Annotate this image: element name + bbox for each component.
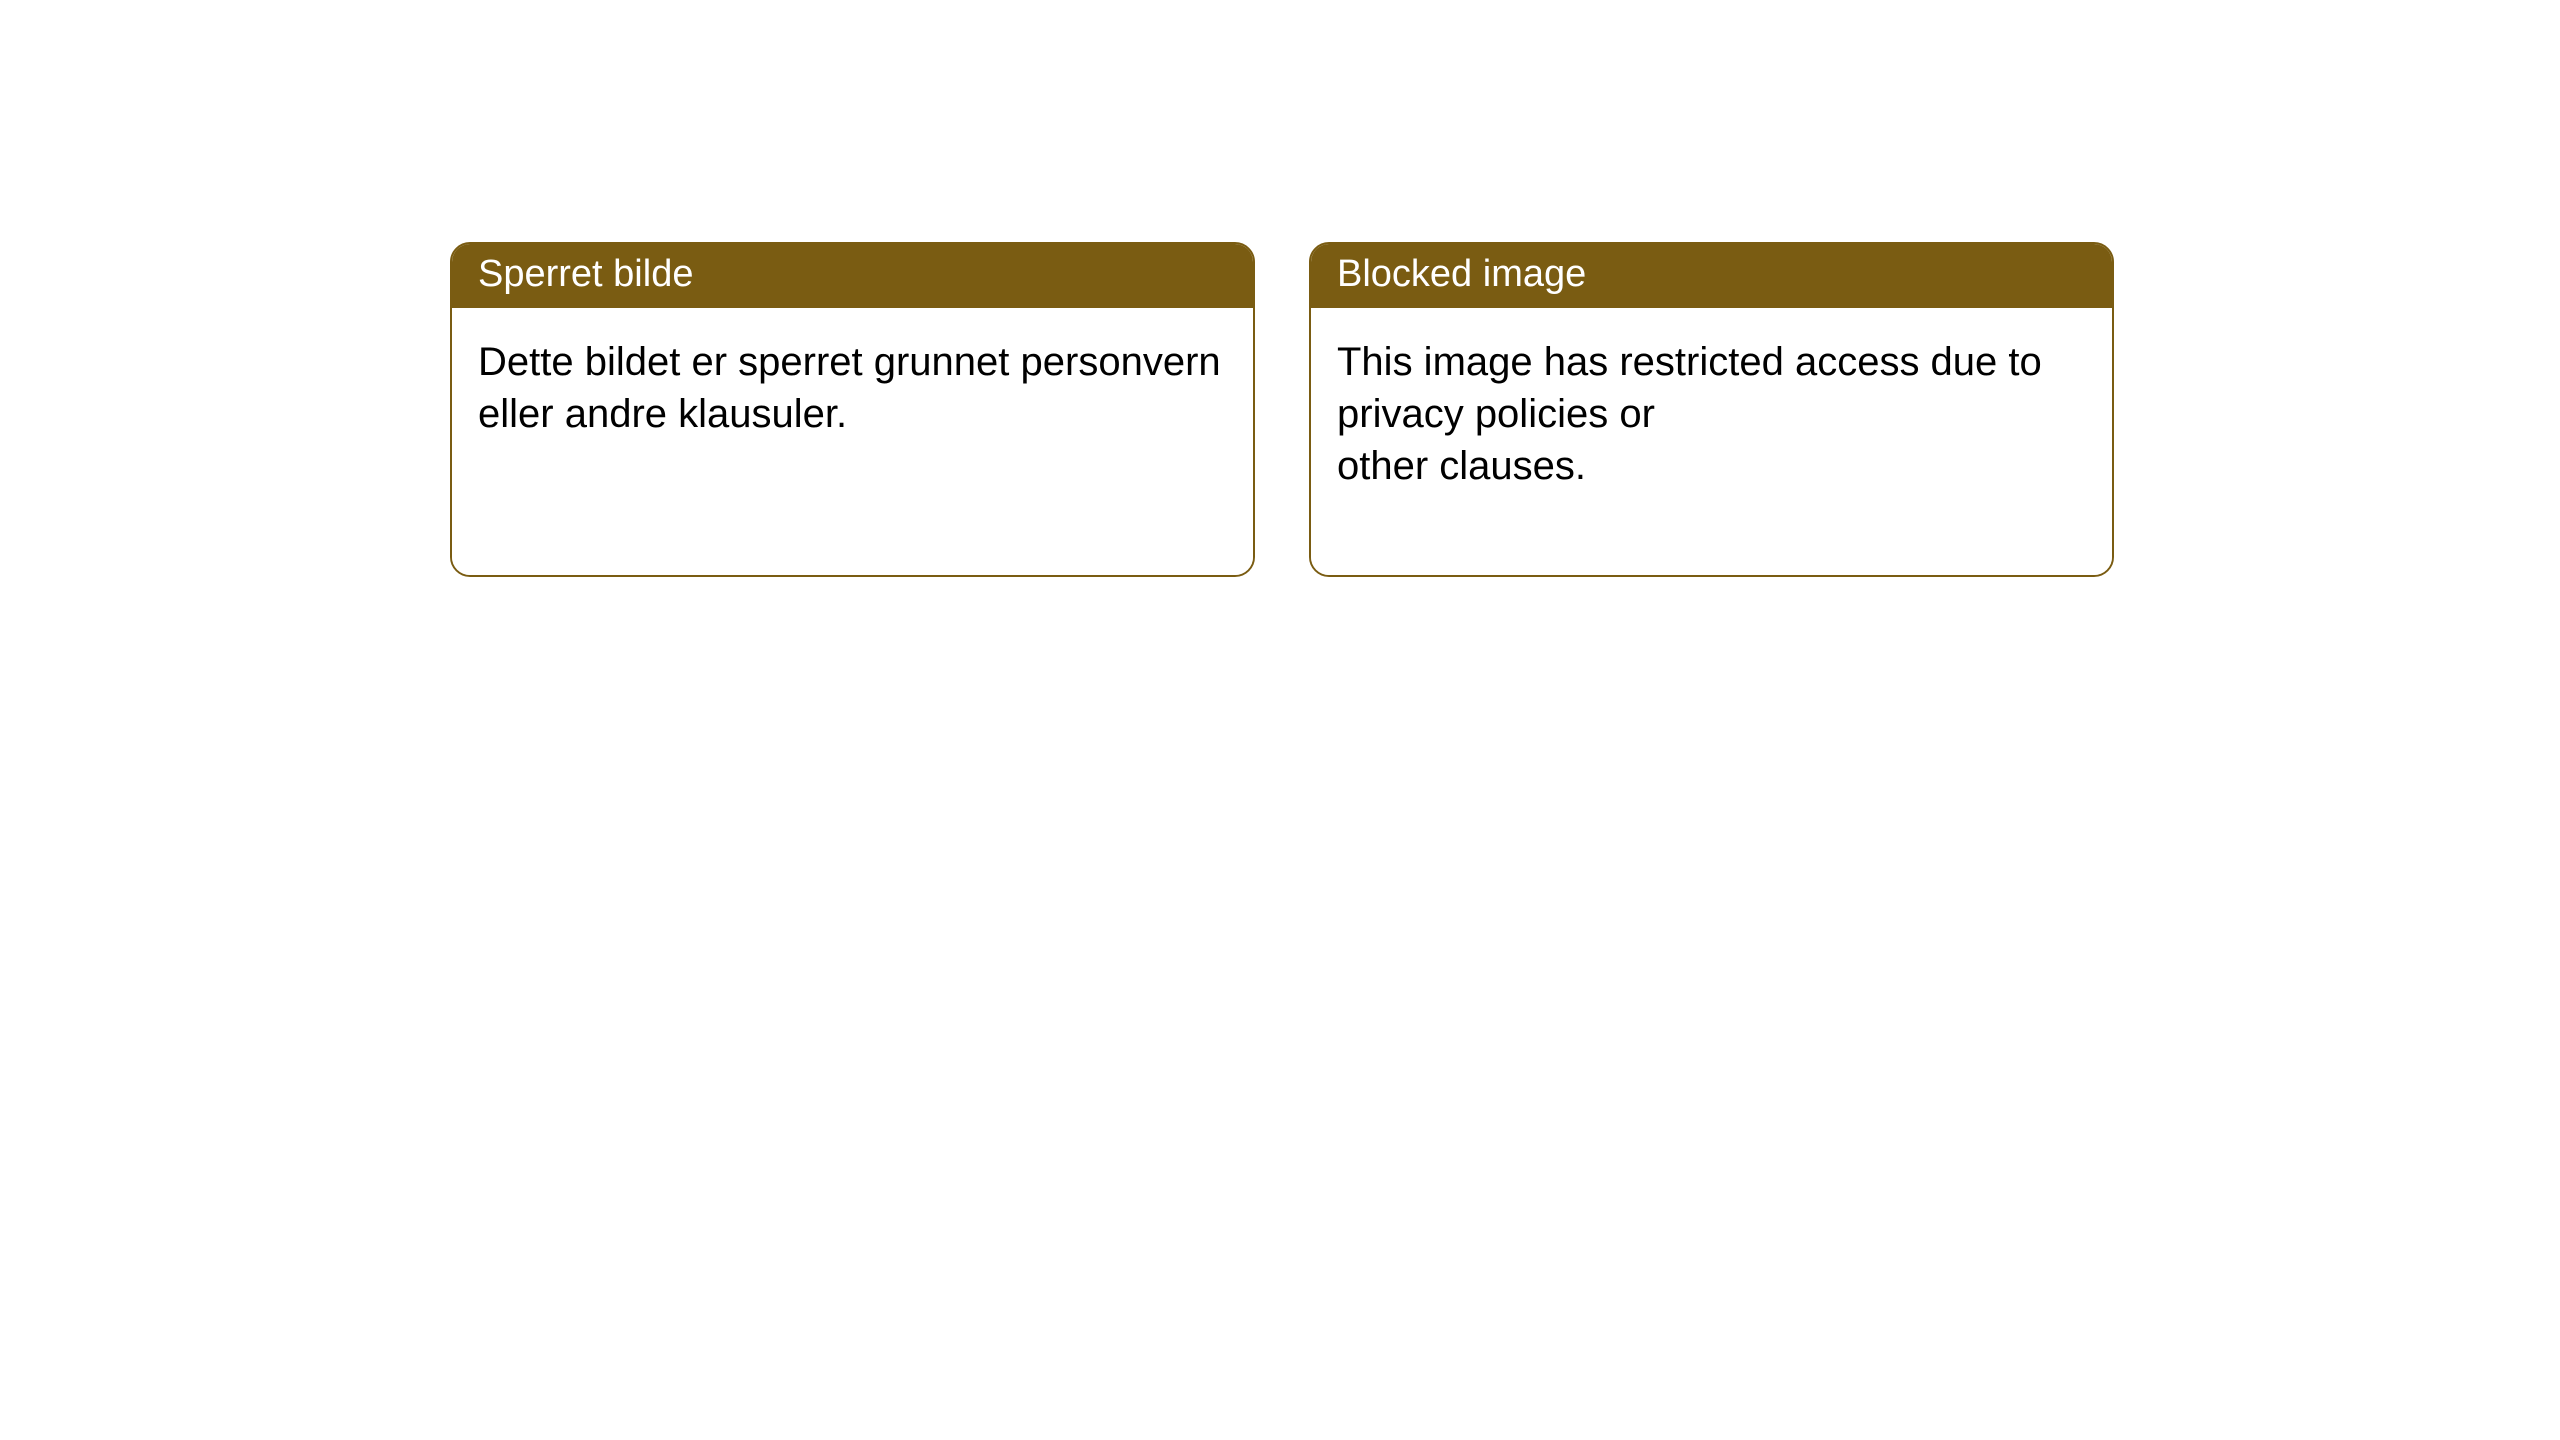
card-header-no: Sperret bilde <box>452 244 1253 308</box>
card-body-no: Dette bildet er sperret grunnet personve… <box>452 308 1253 575</box>
blocked-image-card-no: Sperret bilde Dette bildet er sperret gr… <box>450 242 1255 577</box>
card-header-en: Blocked image <box>1311 244 2112 308</box>
notice-cards-container: Sperret bilde Dette bildet er sperret gr… <box>0 0 2560 577</box>
blocked-image-card-en: Blocked image This image has restricted … <box>1309 242 2114 577</box>
card-body-en: This image has restricted access due to … <box>1311 308 2112 575</box>
